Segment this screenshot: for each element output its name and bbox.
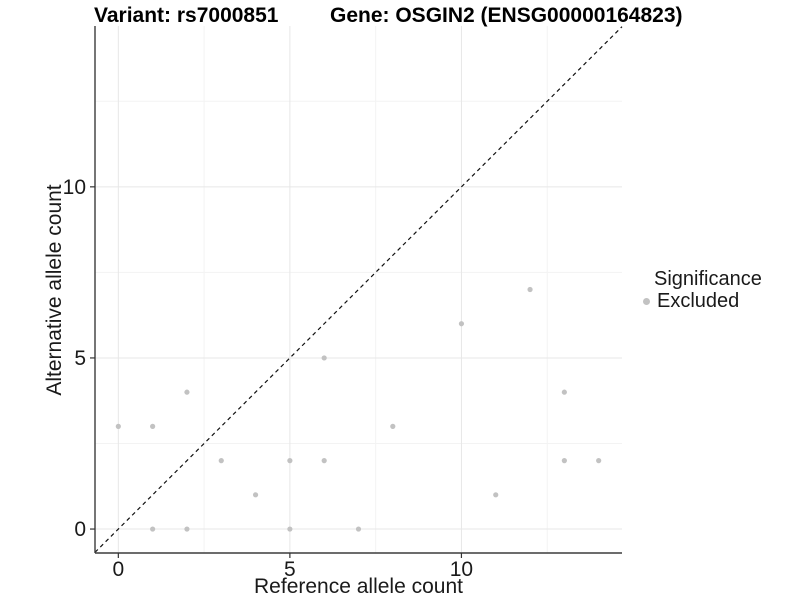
plot-title-gene: Gene: OSGIN2 (ENSG00000164823)	[330, 4, 683, 27]
identity-line	[94, 26, 623, 553]
data-point	[321, 355, 327, 361]
data-point	[252, 492, 259, 498]
data-point	[218, 458, 224, 464]
x-tick-label: 10	[450, 558, 473, 581]
data-point	[150, 423, 156, 429]
legend-item-excluded: Excluded	[640, 291, 762, 312]
plot-title-variant: Variant: rs7000851	[94, 4, 279, 27]
legend: Significance Excluded	[640, 269, 762, 312]
x-tick-label: 5	[284, 558, 296, 581]
data-point	[527, 286, 533, 293]
y-tick-label: 0	[74, 518, 86, 541]
data-point	[493, 492, 499, 498]
legend-title: Significance	[654, 268, 762, 290]
data-point	[561, 389, 567, 395]
data-point	[150, 526, 156, 532]
x-axis-title: Reference allele count	[254, 575, 463, 598]
data-point	[458, 321, 465, 327]
y-tick-label: 5	[74, 347, 86, 370]
legend-item-label: Excluded	[657, 290, 740, 312]
y-tick-label: 10	[63, 176, 86, 199]
data-point	[355, 526, 362, 532]
data-point	[287, 458, 293, 464]
legend-point-icon	[643, 298, 650, 305]
y-axis-title: Alternative allele count	[43, 184, 66, 396]
data-point	[561, 458, 567, 464]
data-point	[184, 526, 190, 532]
data-point	[321, 458, 327, 464]
data-point	[390, 423, 396, 429]
data-point	[287, 526, 293, 532]
x-tick-label: 0	[112, 558, 124, 581]
data-point	[596, 458, 602, 464]
data-point	[115, 423, 121, 429]
data-point	[184, 389, 190, 395]
